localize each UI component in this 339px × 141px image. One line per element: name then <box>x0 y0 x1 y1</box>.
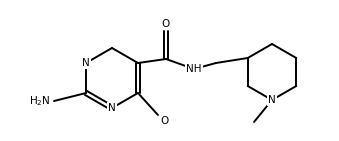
Text: N: N <box>82 58 90 68</box>
Text: O: O <box>162 19 170 29</box>
Text: NH: NH <box>186 64 202 74</box>
Text: O: O <box>160 116 168 126</box>
Text: N: N <box>268 95 276 105</box>
Text: H$_2$N: H$_2$N <box>29 94 51 108</box>
Text: N: N <box>108 103 116 113</box>
